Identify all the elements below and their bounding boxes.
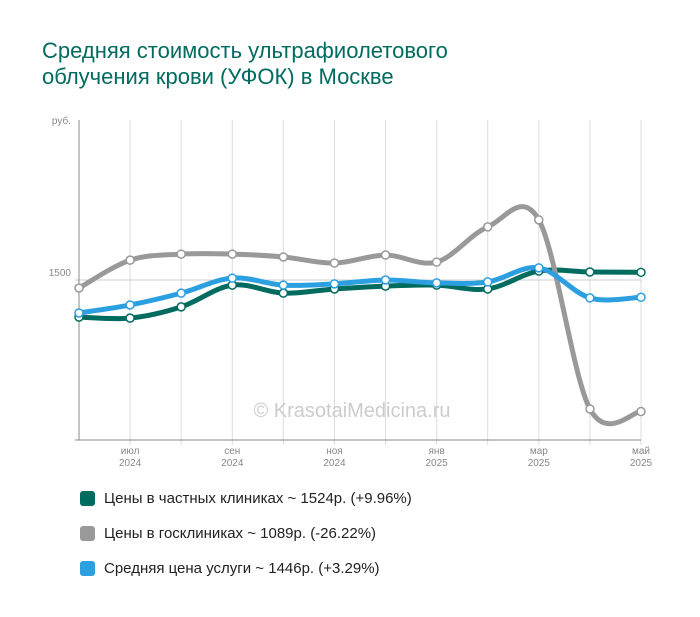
x-tick-label: мар 2025 xyxy=(527,446,550,469)
data-point xyxy=(636,292,646,303)
y-tick-label: 1500 xyxy=(49,268,72,279)
data-point xyxy=(176,249,186,259)
x-tick-label: ноя 2024 xyxy=(323,446,346,469)
x-tick-label: сен 2024 xyxy=(221,446,244,469)
legend-label: Средняя цена услуги ~ 1446р. (+3.29%) xyxy=(104,560,380,577)
chart-title: Средняя стоимость ультрафиолетового облу… xyxy=(42,38,448,89)
legend-label: Цены в частных клиниках ~ 1524р. (+9.96%… xyxy=(104,490,412,507)
data-point xyxy=(278,288,289,298)
legend-swatch xyxy=(80,491,95,506)
data-point xyxy=(636,406,646,417)
data-point xyxy=(176,302,186,312)
data-point xyxy=(176,288,186,298)
data-point xyxy=(125,313,135,323)
data-point xyxy=(278,252,289,262)
series-line xyxy=(76,204,644,427)
data-point xyxy=(74,308,84,318)
data-point xyxy=(74,283,84,293)
watermark: © KrasotaiMedicina.ru xyxy=(253,400,450,422)
data-point xyxy=(431,278,442,288)
legend-swatch xyxy=(80,526,95,541)
legend-swatch xyxy=(80,561,95,576)
data-point xyxy=(534,215,544,225)
legend-label: Цены в госклиниках ~ 1089р. (-26.22%) xyxy=(104,525,377,542)
x-tick-label: янв 2025 xyxy=(425,446,448,469)
data-point xyxy=(278,280,289,290)
data-point xyxy=(380,250,391,260)
data-point xyxy=(329,279,340,289)
y-axis-label: руб. xyxy=(52,115,71,127)
data-point xyxy=(585,267,595,277)
data-point xyxy=(534,263,544,273)
data-point xyxy=(636,267,646,278)
data-point xyxy=(482,222,493,232)
data-point xyxy=(329,258,340,268)
data-point xyxy=(431,257,442,267)
data-point xyxy=(585,404,595,414)
data-point xyxy=(125,255,135,265)
x-tick-label: май 2025 xyxy=(629,446,653,469)
data-point xyxy=(482,277,493,287)
data-point xyxy=(125,300,135,310)
data-point xyxy=(585,293,595,303)
data-point xyxy=(227,273,238,283)
data-point xyxy=(380,275,391,285)
data-point xyxy=(227,249,238,259)
x-tick-label: июл 2024 xyxy=(118,446,142,469)
